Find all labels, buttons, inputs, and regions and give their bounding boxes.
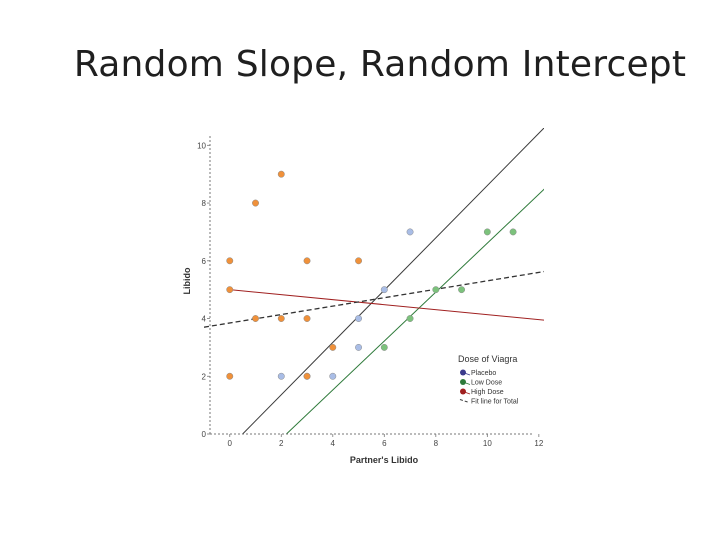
legend-label-placebo: Placebo <box>471 370 496 377</box>
legend-label-high-dose: High Dose <box>471 389 504 396</box>
axes: 0 2 4 6 8 10 12 0 2 4 6 8 10 Partner's Libido Libido <box>182 136 544 465</box>
y-tick-label: 8 <box>202 199 207 208</box>
point-high-dose <box>252 199 259 207</box>
point-high-dose <box>226 286 234 294</box>
point-placebo <box>355 315 362 322</box>
point-low-dose <box>432 286 440 294</box>
y-axis-title: Libido <box>182 267 192 294</box>
point-high-dose <box>329 343 337 351</box>
legend-title: Dose of Viagra <box>458 354 517 364</box>
point-high-dose <box>355 257 362 265</box>
legend-label-fit-line-for-total: Fit line for Total <box>471 399 519 406</box>
point-low-dose <box>458 286 466 294</box>
point-placebo <box>329 372 337 380</box>
point-low-dose <box>483 228 491 236</box>
point-high-dose <box>252 315 259 322</box>
fit-line-fit-line-for-total <box>204 270 544 328</box>
point-high-dose <box>277 170 285 178</box>
legend-line-high-dose <box>462 391 471 395</box>
legend-line-fit-line-for-total <box>459 399 470 403</box>
point-placebo <box>277 372 285 380</box>
y-tick-label: 2 <box>202 372 207 381</box>
x-tick-label: 2 <box>279 439 284 448</box>
point-high-dose <box>303 315 311 322</box>
fit-line-placebo <box>242 128 544 434</box>
legend-label-low-dose: Low Dose <box>471 380 502 387</box>
x-tick-label: 4 <box>331 439 336 448</box>
x-tick-label: 10 <box>483 439 492 448</box>
point-high-dose <box>277 315 285 322</box>
slide-title: Random Slope, Random Intercept <box>73 44 687 85</box>
fit-line-high-dose <box>229 289 544 321</box>
point-low-dose <box>380 343 388 351</box>
point-high-dose <box>303 257 311 265</box>
point-placebo <box>380 286 388 294</box>
point-high-dose <box>226 372 234 380</box>
legend-line-low-dose <box>462 381 471 385</box>
fit-lines <box>204 128 544 434</box>
x-tick-label: 6 <box>382 439 387 448</box>
point-placebo <box>355 343 362 351</box>
y-tick-label: 0 <box>202 430 207 439</box>
point-low-dose <box>509 228 517 236</box>
data-points <box>226 170 517 380</box>
point-low-dose <box>406 315 414 322</box>
fit-line-low-dose <box>286 188 544 434</box>
point-high-dose <box>226 257 234 265</box>
x-axis-title: Partner's Libido <box>350 455 419 465</box>
y-tick-label: 6 <box>202 257 207 266</box>
x-tick-label: 0 <box>228 439 233 448</box>
y-tick-label: 10 <box>197 141 206 150</box>
legend-line-placebo <box>462 372 471 376</box>
point-high-dose <box>303 372 311 380</box>
legend: Dose of Viagra Placebo Low Dose High Dose Fi… <box>458 354 519 406</box>
x-tick-label: 12 <box>534 439 543 448</box>
point-placebo <box>406 228 414 236</box>
y-tick-label: 4 <box>202 315 207 324</box>
x-tick-label: 8 <box>434 439 439 448</box>
